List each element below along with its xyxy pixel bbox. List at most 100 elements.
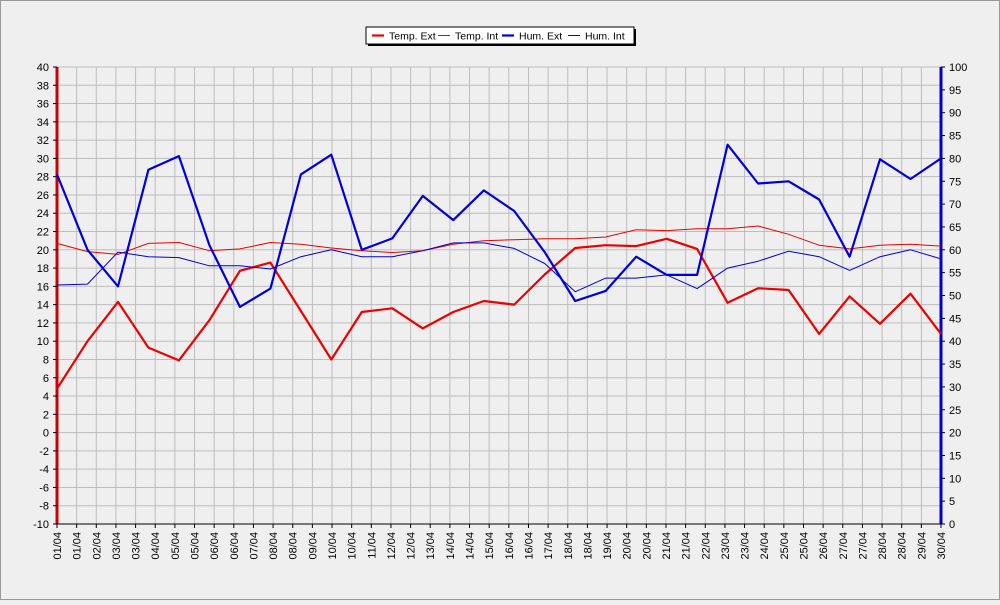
legend-label: Temp. Ext bbox=[389, 31, 436, 43]
left-axis-tick-label: 12 bbox=[37, 318, 49, 330]
x-axis-tick-label: 18/04 bbox=[582, 532, 594, 560]
x-axis-tick-label: 02/04 bbox=[91, 532, 103, 560]
x-axis-tick-label: 28/04 bbox=[897, 532, 909, 560]
x-axis-tick-label: 21/04 bbox=[661, 532, 673, 560]
left-axis-tick-label: -10 bbox=[33, 519, 49, 531]
left-axis-tick-label: 16 bbox=[37, 281, 49, 293]
right-axis-tick-label: 10 bbox=[949, 473, 961, 485]
right-axis-tick-label: 55 bbox=[949, 268, 961, 280]
right-axis-tick-label: 60 bbox=[949, 245, 961, 257]
x-axis-tick-label: 09/04 bbox=[307, 532, 319, 560]
x-axis-tick-label: 27/04 bbox=[838, 532, 850, 560]
legend-box bbox=[365, 26, 635, 45]
right-axis-tick-label: 70 bbox=[949, 199, 961, 211]
left-axis-tick-label: 14 bbox=[37, 300, 49, 312]
x-axis-tick-label: 16/04 bbox=[523, 532, 535, 560]
series-line-hum-ext bbox=[55, 143, 942, 308]
x-axis-tick-label: 01/04 bbox=[52, 532, 64, 560]
right-axis-tick-label: 85 bbox=[949, 131, 961, 143]
right-axis-tick-label: 50 bbox=[949, 291, 961, 303]
series-line-hum-int bbox=[56, 242, 942, 293]
right-axis-tick-label: 65 bbox=[949, 222, 961, 234]
x-axis-tick-label: 14/04 bbox=[465, 532, 477, 560]
x-axis-tick-label: 03/04 bbox=[131, 532, 143, 560]
left-axis-tick-label: 26 bbox=[37, 190, 49, 202]
x-axis-tick-label: 10/04 bbox=[347, 532, 359, 560]
left-axis-tick-label: 10 bbox=[37, 336, 49, 348]
legend-label: Temp. Int bbox=[455, 31, 498, 43]
x-axis-tick-label: 28/04 bbox=[877, 532, 889, 560]
x-axis-tick-label: 19/04 bbox=[602, 532, 614, 560]
x-axis-tick-label: 26/04 bbox=[818, 532, 830, 560]
left-axis-tick-label: -6 bbox=[39, 482, 49, 494]
right-axis-tick-label: 20 bbox=[949, 428, 961, 440]
left-axis-tick-label: 38 bbox=[37, 80, 49, 92]
left-axis-tick-label: 6 bbox=[43, 373, 49, 385]
left-axis-tick-label: 18 bbox=[37, 263, 49, 275]
x-axis-tick-label: 24/04 bbox=[759, 532, 771, 560]
right-axis-tick-label: 40 bbox=[949, 336, 961, 348]
right-axis-tick-label: 25 bbox=[949, 405, 961, 417]
left-axis-tick-label: -2 bbox=[39, 446, 49, 458]
x-axis-tick-label: 17/04 bbox=[543, 532, 555, 560]
left-axis-tick-label: 30 bbox=[37, 153, 49, 165]
right-axis-tick-label: 15 bbox=[949, 450, 961, 462]
legend-label: Hum. Ext bbox=[519, 31, 562, 43]
left-axis-tick-label: 24 bbox=[37, 208, 49, 220]
series-line-temp-ext bbox=[56, 237, 942, 390]
x-axis-tick-label: 01/04 bbox=[72, 532, 84, 560]
x-axis-tick-label: 23/04 bbox=[720, 532, 732, 560]
x-axis-tick-label: 07/04 bbox=[248, 532, 260, 560]
x-axis-tick-label: 11/04 bbox=[366, 532, 378, 559]
left-axis-tick-label: 40 bbox=[37, 62, 49, 74]
left-axis-tick-label: 28 bbox=[37, 172, 49, 184]
left-axis-tick-label: 34 bbox=[37, 117, 49, 129]
x-axis-tick-label: 06/04 bbox=[229, 532, 241, 560]
left-axis-tick-label: 36 bbox=[37, 99, 49, 111]
right-axis-tick-label: 75 bbox=[949, 176, 961, 188]
right-axis-tick-label: 95 bbox=[949, 85, 961, 97]
x-axis-tick-label: 27/04 bbox=[857, 532, 869, 560]
x-axis-tick-label: 12/04 bbox=[406, 532, 418, 560]
right-axis-tick-label: 90 bbox=[949, 108, 961, 120]
legend-label: Hum. Int bbox=[585, 31, 625, 43]
left-axis-tick-label: 0 bbox=[43, 428, 49, 440]
left-axis-tick-label: 22 bbox=[37, 227, 49, 239]
x-axis-tick-label: 20/04 bbox=[641, 532, 653, 560]
x-axis-tick-label: 10/04 bbox=[327, 532, 339, 560]
x-axis-tick-label: 08/04 bbox=[288, 532, 300, 560]
left-axis-tick-label: -8 bbox=[39, 501, 49, 513]
x-axis-tick-label: 25/04 bbox=[798, 532, 810, 560]
left-axis-tick-label: 20 bbox=[37, 245, 49, 257]
x-axis-tick-label: 20/04 bbox=[622, 532, 634, 560]
right-axis-tick-label: 35 bbox=[949, 359, 961, 371]
right-axis-tick-label: 100 bbox=[949, 62, 967, 74]
x-axis-tick-label: 13/04 bbox=[425, 532, 437, 560]
x-axis-tick-label: 25/04 bbox=[779, 532, 791, 560]
left-axis-tick-label: -4 bbox=[39, 464, 49, 476]
left-axis-tick-label: 8 bbox=[43, 354, 49, 366]
left-axis-tick-label: 4 bbox=[43, 391, 49, 403]
x-axis-tick-label: 29/04 bbox=[916, 532, 928, 560]
right-axis-tick-label: 80 bbox=[949, 153, 961, 165]
x-axis-tick-label: 12/04 bbox=[386, 532, 398, 560]
x-axis-tick-label: 16/04 bbox=[504, 532, 516, 560]
right-axis-tick-label: 0 bbox=[949, 519, 955, 531]
x-axis-tick-label: 05/04 bbox=[170, 532, 182, 560]
x-axis-tick-label: 22/04 bbox=[700, 532, 712, 560]
left-axis-tick-label: 2 bbox=[43, 409, 49, 421]
x-axis-tick-label: 21/04 bbox=[681, 532, 693, 560]
right-axis-tick-label: 30 bbox=[949, 382, 961, 394]
x-axis-tick-label: 15/04 bbox=[484, 532, 496, 560]
x-axis-tick-label: 04/04 bbox=[150, 532, 162, 560]
right-axis-tick-label: 45 bbox=[949, 313, 961, 325]
plot-area bbox=[57, 67, 941, 524]
x-axis-tick-label: 08/04 bbox=[268, 532, 280, 560]
x-axis-tick-label: 30/04 bbox=[936, 532, 948, 560]
right-axis-tick-label: 5 bbox=[949, 496, 955, 508]
x-axis-tick-label: 18/04 bbox=[563, 532, 575, 560]
x-axis-tick-label: 23/04 bbox=[740, 532, 752, 560]
x-axis-tick-label: 06/04 bbox=[209, 532, 221, 560]
